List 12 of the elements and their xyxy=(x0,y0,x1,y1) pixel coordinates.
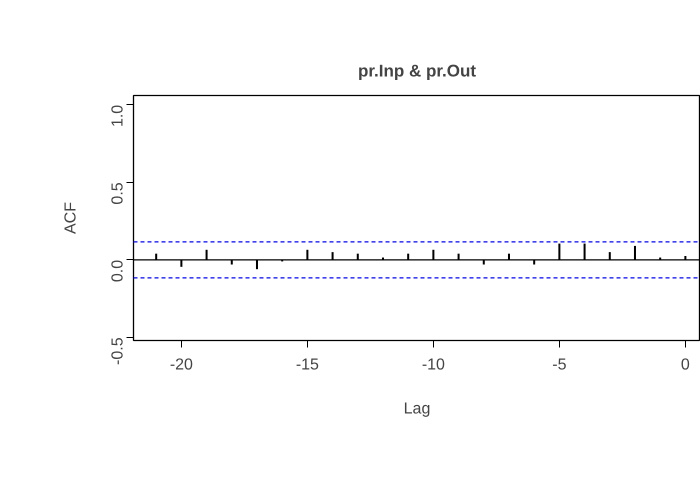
x-tick-label: -15 xyxy=(296,356,320,374)
y-tick-label: 0.0 xyxy=(110,260,126,282)
x-axis-title: Lag xyxy=(404,400,430,418)
y-tick-label: 0.5 xyxy=(110,182,126,205)
x-tick-label: 0 xyxy=(680,356,690,374)
x-tick-label: -20 xyxy=(170,356,194,374)
x-tick-label: -10 xyxy=(422,356,446,374)
chart-title: pr.Inp & pr.Out xyxy=(358,62,476,80)
x-tick-label: -5 xyxy=(552,356,567,374)
y-tick-label: 1.0 xyxy=(110,104,126,128)
y-axis-title: ACF xyxy=(62,202,80,234)
y-tick-label: -0.5 xyxy=(110,337,126,365)
